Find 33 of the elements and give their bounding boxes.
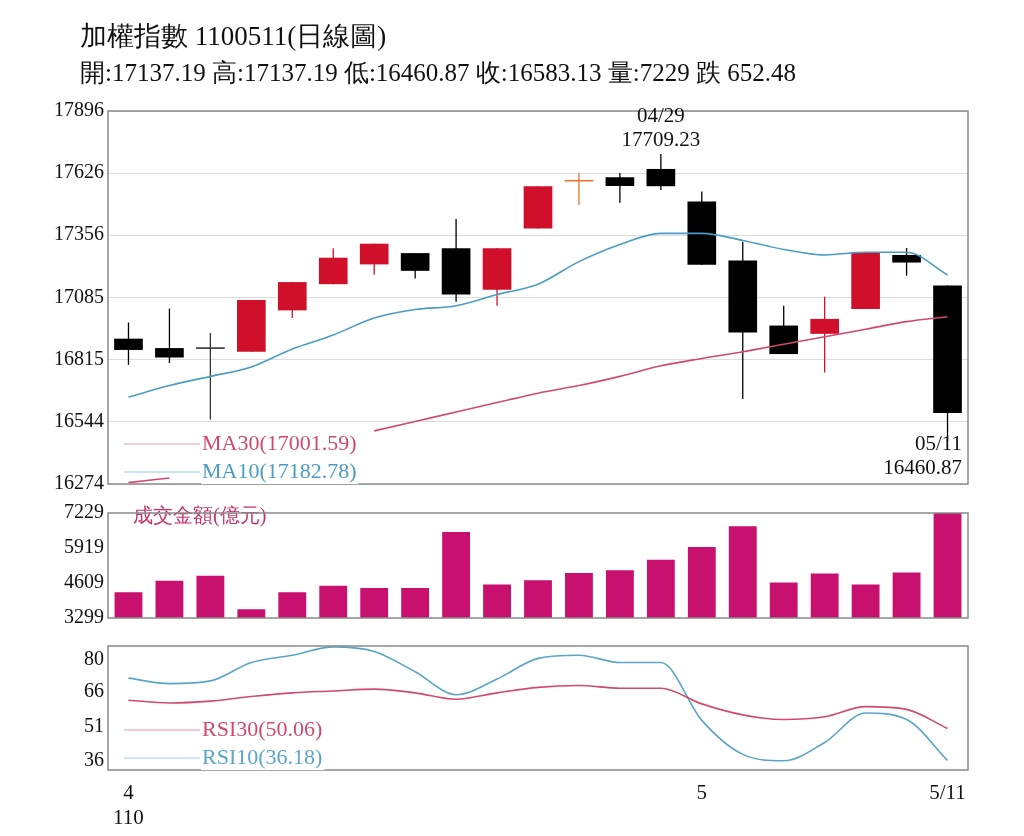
annotation: 16460.87 [883, 455, 962, 479]
y-tick-label: 5919 [64, 535, 104, 558]
annotation: 17709.23 [621, 126, 701, 151]
annotation: 05/11 [914, 431, 962, 455]
x-tick-label: 5 [696, 780, 708, 805]
y-tick-label: 3299 [64, 605, 104, 628]
chart-subtitle: 開:17137.19 高:17137.19 低:16460.87 收:16583.13 量:7229 跌 652.48 [80, 58, 796, 88]
candlestick [155, 307, 184, 364]
y-tick-label: 7229 [64, 500, 104, 523]
chart-title: 成交金額(億元) [133, 503, 267, 529]
legend-label: RSI30(50.06) [202, 715, 323, 741]
y-tick-label: 16815 [54, 346, 104, 369]
y-tick-label: 51 [84, 713, 104, 736]
legend-label: MA30(17001.59) [202, 429, 357, 455]
line-series [127, 232, 949, 398]
y-tick-label: 17626 [54, 160, 104, 183]
legend-label: RSI10(36.18) [202, 743, 323, 769]
annotation: 04/29 [636, 102, 685, 127]
x-tick-label: 5/11 [929, 780, 966, 805]
candlestick [892, 247, 921, 277]
y-tick-label: 16544 [54, 409, 104, 432]
y-tick-label: 80 [84, 647, 104, 670]
y-tick-label: 17085 [54, 284, 104, 307]
y-tick-label: 66 [84, 679, 104, 702]
y-tick-label: 17896 [54, 98, 104, 121]
y-tick-label: 16274 [54, 471, 104, 494]
y-tick-label: 36 [84, 748, 104, 771]
candlestick [196, 332, 225, 421]
y-tick-label: 4609 [64, 570, 104, 593]
chart-title: 加權指數 1100511(日線圖) [80, 20, 387, 53]
legend-label: MA10(17182.78) [202, 457, 357, 483]
x-tick-label: 4 110 [113, 780, 144, 830]
y-tick-label: 17356 [54, 222, 104, 245]
